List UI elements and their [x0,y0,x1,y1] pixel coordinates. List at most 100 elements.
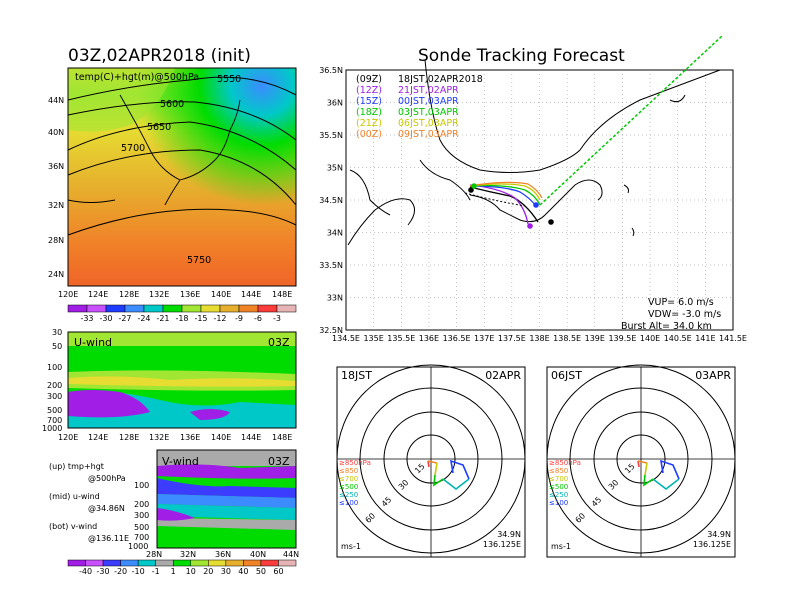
temp-colorbar-label: -33 [80,314,93,323]
wind-colorbar-label: 30 [221,567,231,576]
lat-tick: 34.5N [319,196,343,205]
temp-colorbar-swatch [124,304,145,313]
wind-colorbar-label: 10 [186,567,196,576]
lat-tick: 35.5N [319,131,343,140]
legend-bot-lon: @136.11E [88,534,129,543]
wind-colorbar-swatch [278,559,297,567]
level-label: ≤700 [339,475,358,483]
track-00z [469,181,543,199]
uwind-time: 03Z [268,336,290,349]
temp-colorbar-label: -30 [99,314,112,323]
hodograph-segment [427,460,438,464]
uwind-pressure-ticks: 30 50 100 200 300 500 700 1000 [42,328,62,433]
track-21z [469,183,541,201]
temp-colorbar-swatch [276,304,297,313]
track-end-15z [533,202,539,208]
lat-tick: 34N [327,229,343,238]
wind-colorbar-swatch [260,559,279,567]
right-title: Sonde Tracking Forecast [418,46,625,66]
wind-colorbar-swatch [85,559,104,567]
wind-colorbar-label: 1 [171,567,176,576]
temp-colorbar-label: -9 [235,314,243,323]
wind-colorbar-label: -1 [152,567,160,576]
wind-colorbar-swatch [155,559,174,567]
lat-tick: 33.5N [319,261,343,270]
level-label: ≤100 [339,499,358,507]
lon-tick: 128E [119,290,139,299]
polar-date: 02APR [485,369,521,382]
temp-colorbar-label: -15 [194,314,207,323]
track-12z [469,184,529,225]
wind-colorbar-swatch [172,559,192,567]
lon-tick: 124E [88,290,108,299]
polar-unit: ms-1 [551,542,571,551]
tracking-grid [346,70,733,330]
wind-colorbar-swatch [208,559,227,567]
pressure-tick: 50 [52,342,62,351]
pressure-tick: 1000 [128,542,148,551]
vwind-pressure-ticks: 100 200 300 500 700 1000 [128,481,149,551]
temp-map-label: temp(C)+hgt(m)@500hPa [75,72,199,83]
pressure-tick: 300 [134,511,149,520]
lon-tick: 138E [529,334,549,343]
pressure-tick: 500 [134,523,149,532]
level-label: ≤500 [339,483,358,491]
tracking-lon-ticks: 134.5E 135E 135.5E 136E 136.5E 137E 137.5E 138E… [332,334,747,343]
track-fill [464,192,526,207]
lon-tick: 136E [180,290,200,299]
wind-colorbar-swatch [67,559,86,567]
polar-lat: 34.9N [707,530,731,539]
uwind-label: U-wind [74,336,112,349]
level-label: ≤250 [339,491,358,499]
lat-tick: 28N [48,236,64,245]
lat-tick: 40N [48,128,64,137]
pressure-tick: 1000 [42,424,62,433]
pressure-tick: 700 [134,533,149,542]
polar-lon: 136.125E [483,540,521,549]
run-code: (15Z) [356,96,382,107]
run-label: 21JST,02APR [398,85,459,96]
track-09z [469,186,539,223]
lat-tick: 40N [250,550,266,559]
left-title: 03Z,02APR2018 (init) [68,46,251,66]
contour-label-5750: 5750 [187,255,211,266]
temp-colorbar-label: -27 [118,314,131,323]
launch-point [468,187,474,193]
track-18z [469,184,541,206]
temp-colorbar-label: -18 [175,314,188,323]
wind-colorbar-swatch [190,559,209,567]
vwind-lat-ticks: 28N 32N 36N 40N 44N [146,550,299,559]
lon-tick: 136E [419,334,439,343]
wind-colorbar-swatch [120,559,139,567]
contour-label-5600: 5600 [160,99,184,110]
contour-label-5550: 5550 [217,74,241,85]
lon-tick: 136.5E [443,334,471,343]
contour-label-5650: 5650 [147,122,171,133]
lon-tick: 138.5E [553,334,581,343]
wind-colorbar-label: -10 [132,567,145,576]
legend-up-level: @500hPa [88,474,126,483]
pressure-tick: 200 [47,381,62,390]
temp-colorbar-swatch [200,304,221,313]
run-code: (21Z) [356,118,382,129]
wind-colorbar-swatch [225,559,244,567]
temp-colorbar-swatch [219,304,240,313]
wind-colorbar-label: -20 [114,567,127,576]
wind-colorbar-label: 20 [203,567,213,576]
lat-tick: 36N [48,162,64,171]
vup-param: VUP= 6.0 m/s [648,297,714,308]
sonde-params: VUP= 6.0 m/s VDW= -3.0 m/s Burst Alt= 34… [621,297,721,332]
lon-tick: 148E [272,290,292,299]
lat-tick: 32N [180,550,196,559]
lon-tick: 135E [363,334,383,343]
pressure-tick: 100 [134,481,149,490]
run-code: (00Z) [356,129,382,140]
level-label: ≤500 [549,483,568,491]
wind-colorbar-label: 60 [273,567,283,576]
lon-tick: 128E [119,433,139,442]
lat-tick: 44N [283,550,299,559]
sonde-tracks [464,35,723,229]
temp-colorbar [67,304,297,313]
temp-colorbar-label: -24 [137,314,150,323]
